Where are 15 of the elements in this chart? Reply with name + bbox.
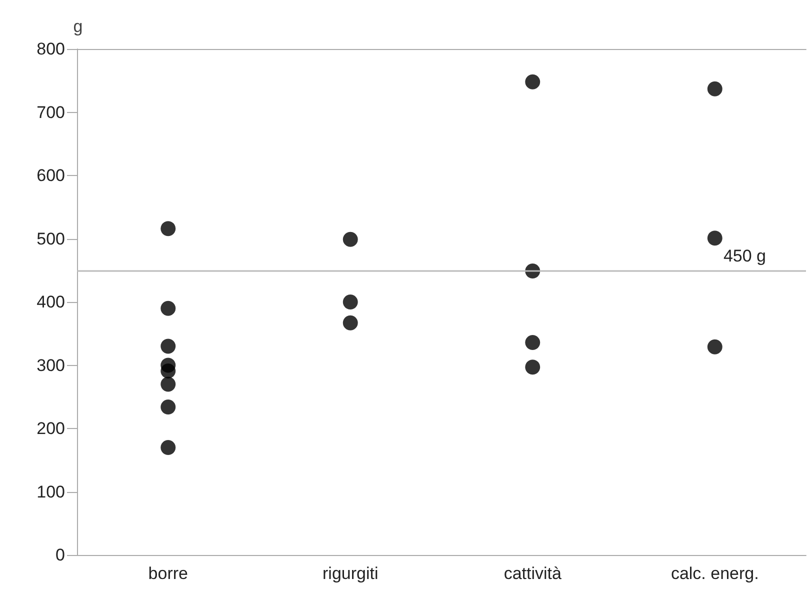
y-tick-label: 200	[36, 419, 65, 438]
ref-line-label: 450 g	[723, 246, 766, 266]
y-tick-label: 100	[36, 482, 65, 502]
y-tick-label: 400	[36, 292, 65, 312]
y-tick-label: 700	[36, 102, 65, 122]
y-axis-title: g	[73, 17, 83, 36]
y-tick-label: 0	[56, 546, 65, 564]
x-tick-label: calc. energ.	[670, 564, 759, 583]
y-tick-label: 500	[36, 229, 65, 248]
y-tick-label: 300	[36, 356, 65, 375]
x-tick-label: cattività	[504, 564, 562, 583]
y-tick-label: 800	[36, 40, 65, 58]
y-tick-label: 600	[36, 166, 65, 185]
x-tick-label: borre	[148, 564, 188, 583]
x-tick-label: rigurgiti	[322, 564, 378, 583]
